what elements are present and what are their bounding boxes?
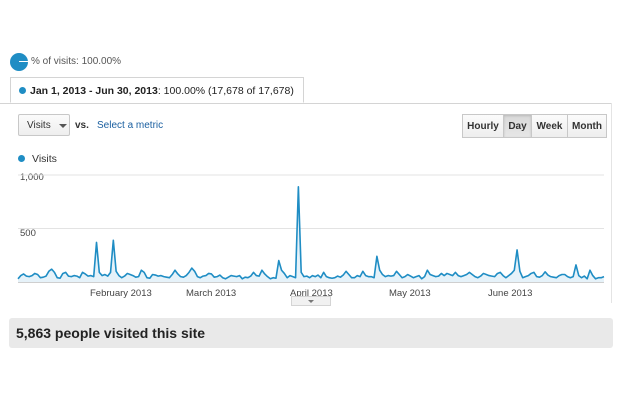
panel-border xyxy=(611,103,612,303)
segment-date-range: Jan 1, 2013 - Jun 30, 2013 xyxy=(30,85,158,97)
expand-chart-tab[interactable] xyxy=(291,296,331,306)
select-metric-link[interactable]: Select a metric xyxy=(97,120,164,131)
y-tick-label: 500 xyxy=(20,228,36,239)
day-button[interactable]: Day xyxy=(503,114,532,138)
legend-label: Visits xyxy=(32,153,57,165)
x-tick-label: June 2013 xyxy=(488,288,532,299)
visits-chart: 1,000 500 February 2013 March 2013 April… xyxy=(17,172,605,299)
pie-chart-icon xyxy=(10,53,28,71)
segment-summary: : 100.00% (17,678 of 17,678) xyxy=(157,85,294,97)
metric-select[interactable]: Visits xyxy=(18,114,70,136)
vs-label: vs. xyxy=(75,120,89,131)
segment-label: Jan 1, 2013 - Jun 30, 2013: 100.00% (17,… xyxy=(30,85,294,97)
x-tick-label: April 2013 xyxy=(290,288,333,299)
x-tick-label: March 2013 xyxy=(186,288,236,299)
chevron-down-icon xyxy=(308,300,314,303)
visits-area xyxy=(18,186,604,282)
panel-divider xyxy=(0,103,612,104)
chevron-down-icon xyxy=(59,124,67,128)
summary-box: 5,863 people visited this site xyxy=(9,318,613,348)
y-tick-label: 1,000 xyxy=(20,172,44,183)
x-tick-label: May 2013 xyxy=(389,288,431,299)
legend-color-dot xyxy=(18,155,25,162)
metric-select-value: Visits xyxy=(27,120,51,131)
visits-series-line xyxy=(17,185,605,280)
x-tick-label: February 2013 xyxy=(90,288,152,299)
month-button[interactable]: Month xyxy=(567,114,607,138)
hourly-button[interactable]: Hourly xyxy=(462,114,504,138)
percent-of-visits-label: % of visits: 100.00% xyxy=(31,56,122,67)
segment-tab[interactable]: Jan 1, 2013 - Jun 30, 2013: 100.00% (17,… xyxy=(10,77,304,103)
segment-color-dot xyxy=(19,87,26,94)
week-button[interactable]: Week xyxy=(531,114,568,138)
summary-text: 5,863 people visited this site xyxy=(16,325,206,341)
time-granularity-group: Hourly Day Week Month xyxy=(462,114,607,138)
